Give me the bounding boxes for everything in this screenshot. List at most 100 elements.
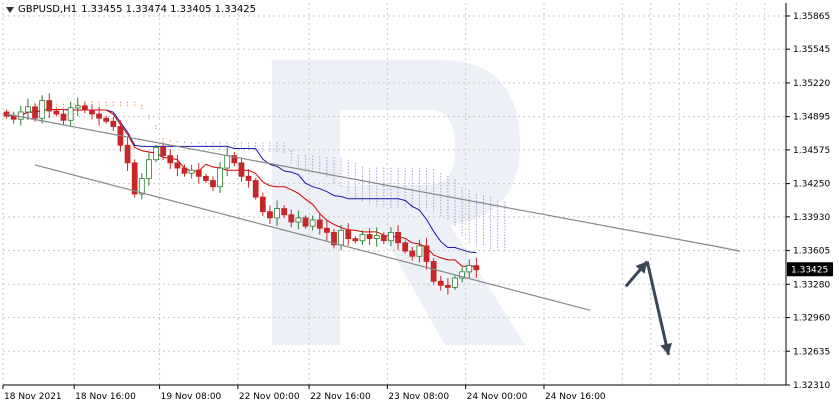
candle-body: [25, 106, 31, 113]
candle-body: [338, 229, 345, 246]
candle-body: [210, 180, 216, 188]
candle-body: [323, 227, 330, 233]
forecast-arrows: [624, 260, 672, 356]
arrowhead-up-icon: [635, 261, 648, 274]
y-tick-label: 1.33930: [793, 213, 830, 223]
candle-body: [288, 214, 295, 223]
candle-body: [259, 196, 266, 213]
y-tick-label: 1.35545: [793, 45, 830, 55]
candle-body: [110, 120, 117, 127]
candle-body: [167, 155, 174, 164]
channel-lower-line[interactable]: [34, 164, 591, 311]
candle-body: [274, 208, 280, 219]
x-axis: 18 Nov 2021 18 Nov 16:00 19 Nov 08:00 22 No…: [2, 385, 606, 402]
candle-body: [316, 219, 323, 229]
candle-body: [444, 284, 451, 288]
candle-body: [302, 217, 309, 227]
candle-body: [459, 271, 466, 279]
candle-body: [32, 106, 38, 119]
candle-body: [39, 100, 46, 119]
candle-body: [153, 146, 159, 161]
y-tick-label: 1.33605: [793, 247, 830, 257]
candle-body: [67, 107, 74, 121]
candle-body: [380, 235, 387, 242]
y-tick-label: 1.32635: [793, 347, 830, 357]
candle-body: [466, 265, 473, 273]
candle-body: [331, 232, 337, 246]
x-tick-label: 23 Nov 08:00: [388, 392, 449, 402]
price-tag-label: 1.33425: [791, 265, 828, 275]
ohlc-values: 1.33455 1.33474 1.33405 1.33425: [81, 4, 257, 15]
candle-body: [10, 115, 17, 120]
symbol-name: GBPUSD,H1: [18, 4, 78, 15]
y-axis: 1.35865 1.35545 1.35220 1.34895 1.34575 1.342…: [786, 12, 830, 391]
candle-body: [96, 113, 102, 119]
arrowhead-down-icon: [660, 342, 672, 355]
candle-body: [473, 265, 480, 271]
candle-body: [345, 229, 352, 240]
ichimoku-cloud: [34, 101, 506, 253]
candle-body: [17, 111, 24, 120]
candle-body: [359, 234, 366, 242]
candle-body: [295, 217, 302, 223]
x-tick-label: 19 Nov 08:00: [161, 392, 222, 402]
candle-body: [402, 242, 409, 252]
candle-body: [60, 113, 67, 121]
y-tick-label: 1.32310: [793, 381, 830, 391]
candle-body: [124, 144, 131, 164]
y-tick-label: 1.35220: [793, 79, 830, 89]
channel-upper-line[interactable]: [6, 113, 740, 252]
x-tick-label: 22 Nov 00:00: [239, 392, 300, 402]
candle-body: [195, 169, 202, 177]
candle-body: [131, 162, 138, 195]
y-tick-label: 1.35865: [793, 12, 830, 22]
candle-body: [352, 238, 359, 242]
candle-body: [202, 175, 209, 181]
candle-body: [146, 159, 152, 179]
candle-body: [238, 162, 245, 177]
x-tick-label: 18 Nov 16:00: [75, 392, 136, 402]
x-tick-label: 22 Nov 16:00: [310, 392, 371, 402]
y-tick-label: 1.32960: [793, 314, 830, 324]
candle-body: [309, 219, 316, 227]
price-tag-box: [787, 262, 833, 277]
candle-body: [281, 208, 288, 216]
y-tick-label: 1.34575: [793, 146, 830, 156]
candle-body: [452, 277, 458, 288]
y-tick-label: 1.34895: [793, 113, 830, 123]
candle-body: [160, 146, 167, 156]
candle-body: [388, 232, 394, 242]
trend-channel[interactable]: [6, 113, 740, 311]
candle-body: [409, 250, 416, 257]
candle-body: [267, 211, 273, 219]
candle-body: [366, 234, 373, 240]
candle-body: [46, 100, 53, 112]
candle-body: [430, 261, 437, 282]
candle-body: [188, 169, 195, 174]
candle-body: [181, 167, 188, 174]
candle-body: [395, 232, 401, 244]
candle-body: [373, 235, 380, 240]
x-tick-label: 24 Nov 00:00: [467, 392, 528, 402]
dropdown-triangle-icon[interactable]: [6, 6, 14, 13]
candle-body: [245, 175, 252, 181]
candle-body: [231, 155, 238, 164]
candle-body: [53, 110, 60, 115]
candle-body: [217, 167, 223, 188]
y-tick-label: 1.33280: [793, 280, 830, 290]
candle-body: [437, 280, 444, 286]
candle-body: [174, 162, 181, 169]
candle-body: [252, 180, 259, 198]
candle-body: [89, 109, 95, 115]
symbol-header[interactable]: GBPUSD,H1 1.33455 1.33474 1.33405 1.3342…: [6, 4, 256, 15]
candle-body: [416, 245, 423, 257]
candles: [3, 93, 480, 295]
candle-body: [74, 105, 81, 109]
x-tick-label: 18 Nov 2021: [4, 392, 62, 402]
forecast-arrow-down: [645, 261, 671, 356]
candle-body: [224, 155, 231, 169]
current-price-tag: 1.33425: [787, 262, 833, 277]
candle-body: [138, 178, 145, 195]
